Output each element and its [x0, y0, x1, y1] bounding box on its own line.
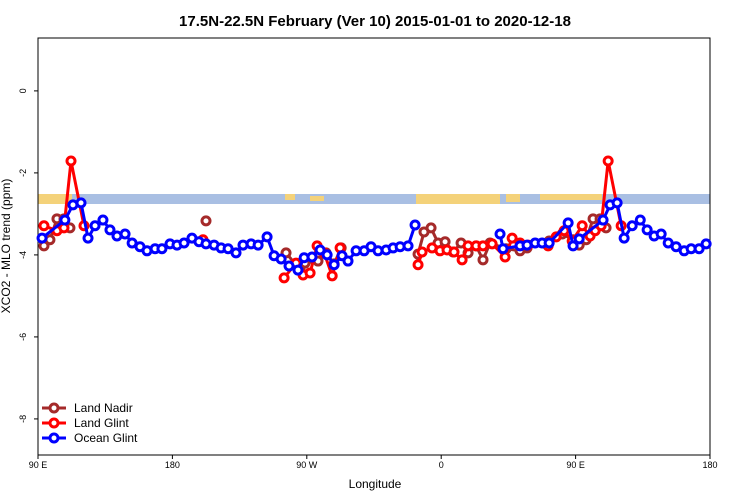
data-point [304, 267, 316, 279]
x-tick-label: 180 [702, 460, 717, 470]
legend-label: Land Glint [74, 416, 129, 430]
data-point [178, 237, 190, 249]
data-point [693, 243, 705, 255]
data-point [222, 243, 234, 255]
data-point [292, 264, 304, 276]
data-point [597, 214, 609, 226]
data-point [626, 220, 638, 232]
data-point [634, 214, 646, 226]
data-point [573, 233, 585, 245]
x-tick-label: 90 E [29, 460, 48, 470]
data-point [200, 215, 212, 227]
data-point [278, 272, 290, 284]
y-tick-label: -4 [18, 251, 28, 259]
data-point [275, 253, 287, 265]
data-point [89, 220, 101, 232]
data-point [328, 259, 340, 271]
data-point [655, 228, 667, 240]
legend-label: Land Nadir [74, 401, 133, 415]
data-point [230, 247, 242, 259]
data-point [402, 240, 414, 252]
data-point [75, 197, 87, 209]
legend-marker [48, 432, 60, 444]
legend-marker [48, 417, 60, 429]
data-point [506, 232, 518, 244]
y-tick-label: 0 [18, 88, 28, 93]
data-point [611, 197, 623, 209]
data-point [261, 231, 273, 243]
data-point [618, 232, 630, 244]
data-point [342, 255, 354, 267]
data-point [59, 214, 71, 226]
map-strip [38, 194, 710, 204]
data-point [576, 220, 588, 232]
data-point [477, 254, 489, 266]
data-point [156, 243, 168, 255]
legend-marker [48, 402, 60, 414]
data-point [567, 240, 579, 252]
data-point [321, 249, 333, 261]
data-point [306, 251, 318, 263]
data-point [425, 222, 437, 234]
data-point [448, 246, 460, 258]
data-point [104, 224, 116, 236]
data-point [412, 259, 424, 271]
data-point [670, 241, 682, 253]
data-point [314, 244, 326, 256]
data-point [82, 232, 94, 244]
y-tick-label: -6 [18, 333, 28, 341]
x-tick-label: 0 [439, 460, 444, 470]
data-point [497, 243, 509, 255]
data-point [38, 220, 50, 232]
data-point [283, 260, 295, 272]
x-axis-label: Longitude [349, 477, 402, 491]
data-point [326, 270, 338, 282]
data-point [543, 237, 555, 249]
series-line [41, 200, 707, 273]
x-tick-label: 180 [165, 460, 180, 470]
data-point [700, 238, 712, 250]
data-point [119, 228, 131, 240]
y-tick-label: -2 [18, 169, 28, 177]
x-tick-label: 90 E [566, 460, 585, 470]
y-tick-label: -8 [18, 415, 28, 423]
x-tick-label: 90 W [296, 460, 318, 470]
data-point [641, 224, 653, 236]
data-point [65, 155, 77, 167]
data-point [456, 254, 468, 266]
data-point [477, 240, 489, 252]
legend-label: Ocean Glint [74, 431, 138, 445]
chart-title: 17.5N-22.5N February (Ver 10) 2015-01-01… [179, 13, 571, 30]
data-point [409, 219, 421, 231]
data-point [252, 239, 264, 251]
data-point [602, 155, 614, 167]
data-point [97, 214, 109, 226]
y-axis-label: XCO2 - MLO trend (ppm) [0, 179, 13, 314]
data-point [494, 228, 506, 240]
data-point [36, 232, 48, 244]
data-point [562, 217, 574, 229]
data-point [486, 238, 498, 250]
data-point [416, 246, 428, 258]
